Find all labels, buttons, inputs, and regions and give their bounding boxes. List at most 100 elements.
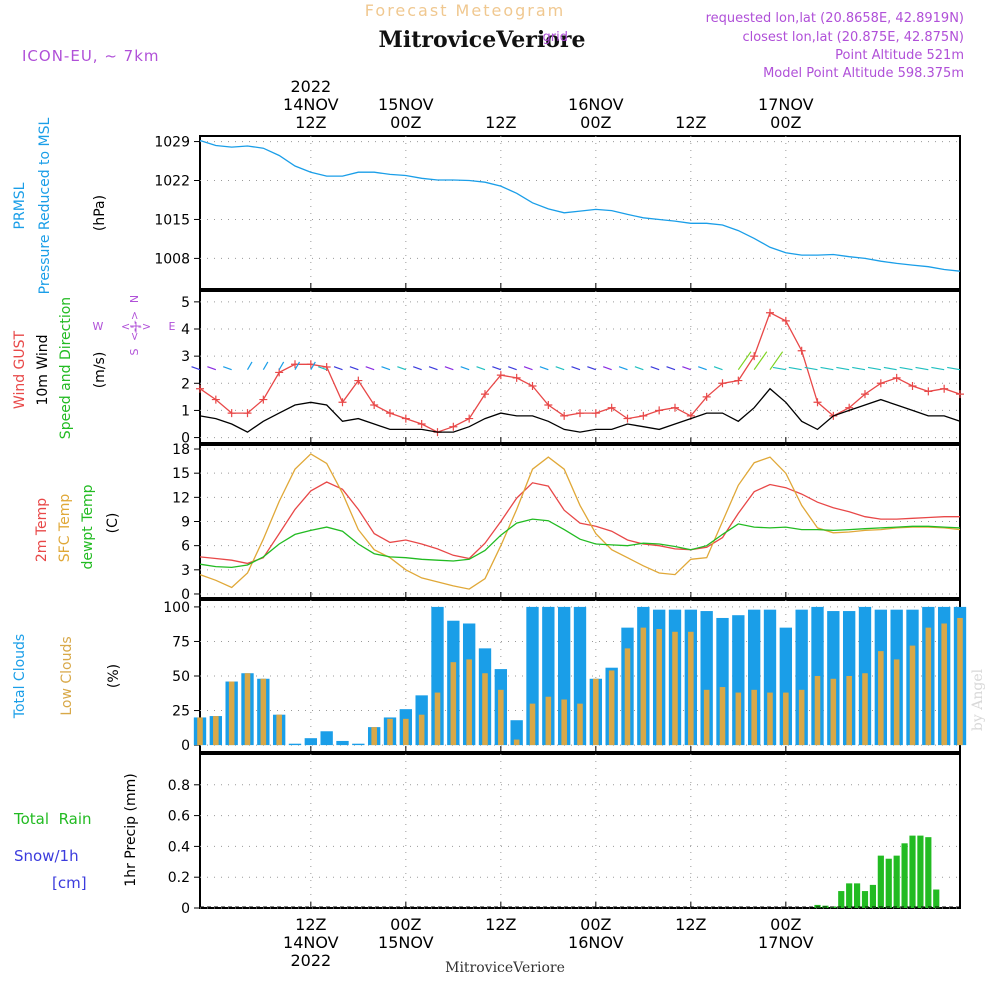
- clouds-bar: [814, 676, 821, 746]
- top-axis-label: 00Z: [580, 113, 611, 132]
- clouds-bar: [878, 651, 884, 746]
- wind-direction-arrow: [820, 366, 834, 371]
- compass-e: E: [169, 320, 176, 333]
- wind-legend-10m: 10m Wind: [35, 334, 51, 405]
- wind-direction-arrow: [603, 366, 612, 371]
- gust-marker: [956, 390, 964, 399]
- gust-marker: [876, 379, 885, 388]
- wind-direction-arrow: [634, 366, 644, 371]
- clouds-bar: [624, 648, 631, 746]
- gust-marker: [734, 376, 743, 385]
- clouds-ytick-label: 75: [172, 634, 190, 650]
- requested-coords: requested lon,lat (20.8658E, 42.8919N): [706, 11, 964, 26]
- gust-marker: [259, 395, 268, 404]
- top-axis-label: 12Z: [675, 113, 706, 132]
- temperature-ytick-label: 3: [181, 563, 190, 579]
- pressure-line-prmsl: [199, 139, 961, 272]
- clouds-bar: [783, 692, 789, 746]
- wind-direction-arrow: [539, 366, 549, 371]
- bottom-axis-label: 00Z: [770, 915, 801, 934]
- precip-bar: [861, 891, 869, 908]
- wind-direction-arrow: [365, 366, 375, 371]
- wind-direction-arrow: [618, 366, 628, 371]
- precip-ytick-label: 0.6: [168, 809, 190, 825]
- clouds-bar: [371, 727, 377, 746]
- wind-direction-arrow: [867, 366, 881, 371]
- clouds-bar: [925, 627, 932, 746]
- gust-marker: [560, 411, 569, 420]
- precip-bar: [901, 843, 908, 908]
- gust-marker: [354, 376, 363, 385]
- wind-line-10m-wind: [199, 387, 961, 433]
- clouds-bar: [557, 606, 571, 746]
- precip-bar: [869, 884, 877, 908]
- station-title: MitroviceVeriore: [379, 27, 586, 53]
- gust-marker: [655, 406, 664, 415]
- clouds-bar: [403, 718, 409, 746]
- wind-direction-arrow: [571, 366, 581, 371]
- bottom-axis-label: 00Z: [580, 915, 611, 934]
- bottom-axis-label: 00Z: [390, 915, 421, 934]
- precip-bar: [853, 883, 861, 908]
- clouds-bar: [909, 645, 916, 746]
- gust-marker: [528, 382, 537, 390]
- clouds-bar: [747, 609, 761, 746]
- wind-direction-arrow: [899, 366, 913, 371]
- watermark: by Angel: [970, 668, 986, 731]
- gust-marker: [591, 409, 600, 418]
- precip-bar: [925, 837, 932, 908]
- gust-marker: [481, 390, 489, 399]
- pressure-ytick-label: 1022: [154, 174, 190, 190]
- clouds-bar: [244, 673, 251, 746]
- pressure-legend-msl: Pressure Reduced to MSL: [37, 117, 53, 294]
- wind-ytick-label: 0: [181, 431, 190, 447]
- top-axis-label: 12Z: [485, 113, 516, 132]
- temperature-panel: 2m Temp SFC Temp dewpt Temp (C) 0 3 6 9 12 15…: [34, 442, 961, 603]
- clouds-ytick-label: 50: [172, 669, 190, 685]
- pressure-ytick-label: 1015: [154, 212, 190, 228]
- bottom-axis-label: 14NOV: [283, 933, 339, 952]
- top-axis-label: 17NOV: [758, 95, 814, 114]
- wind-direction-arrow: [788, 366, 802, 371]
- wind-direction-arrow: [223, 366, 232, 371]
- top-axis-label: 15NOV: [378, 95, 434, 114]
- wind-direction-arrow: [753, 351, 768, 371]
- wind-direction-arrow: [318, 366, 327, 371]
- clouds-bar: [893, 659, 900, 746]
- bottom-axis-label: 12Z: [295, 915, 326, 934]
- wind-direction-arrow: [428, 366, 438, 371]
- gust-marker: [924, 387, 933, 396]
- wind-direction-arrow: [207, 366, 217, 371]
- gust-marker: [227, 409, 236, 418]
- wind-direction-arrow: [947, 366, 961, 371]
- gust-marker: [797, 346, 806, 355]
- pressure-frame: [199, 135, 961, 290]
- clouds-bar: [336, 740, 349, 746]
- compass-w: W: [93, 320, 104, 333]
- wind-direction-arrow: [310, 361, 316, 371]
- wind-ylabel: (m/s): [92, 352, 108, 389]
- precip-bar: [846, 883, 853, 908]
- wind-direction-arrow: [476, 366, 486, 371]
- wind-legend-speed-dir: Speed and Direction: [58, 297, 74, 439]
- clouds-ytick-label: 25: [172, 704, 190, 720]
- clouds-bar: [352, 743, 365, 746]
- precip-ytick-label: 0.4: [168, 839, 190, 855]
- wind-direction-arrow: [492, 366, 502, 371]
- clouds-bar: [719, 687, 726, 746]
- wind-panel: Wind GUST 10m Wind Speed and Direction (…: [12, 290, 964, 447]
- clouds-bar: [197, 717, 203, 746]
- clouds-bar: [735, 692, 742, 746]
- gust-marker: [861, 390, 869, 399]
- gust-marker: [576, 409, 584, 418]
- pressure-panel: PRMSL Pressure Reduced to MSL (hPa) 1008…: [12, 117, 961, 294]
- wind-direction-arrow: [852, 366, 866, 371]
- temperature-line-2m-temp: [199, 481, 960, 565]
- wind-direction-arrow: [262, 361, 269, 371]
- wind-direction-arrow: [931, 366, 945, 371]
- clouds-bar: [450, 662, 457, 746]
- clouds-bar: [593, 678, 599, 746]
- footer-station: MitroviceVeriore: [445, 960, 565, 976]
- clouds-bar: [640, 627, 647, 746]
- precip-legend-cm: [cm]: [52, 874, 87, 892]
